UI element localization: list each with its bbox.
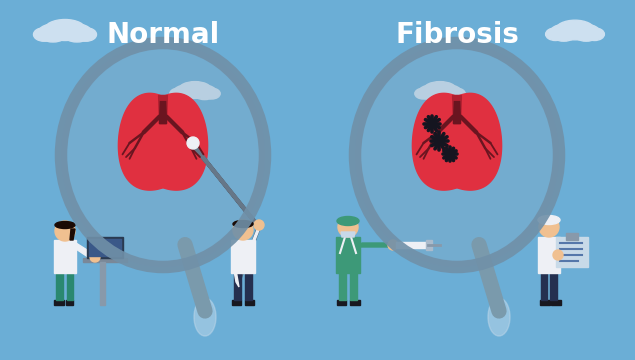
Polygon shape [89,239,121,256]
Polygon shape [540,247,558,259]
Ellipse shape [418,85,443,100]
Polygon shape [83,258,127,262]
Polygon shape [412,93,486,190]
Polygon shape [87,237,123,258]
Polygon shape [54,300,64,305]
Polygon shape [251,225,261,245]
Ellipse shape [233,220,253,228]
Polygon shape [100,262,105,305]
Ellipse shape [448,88,465,99]
Circle shape [233,220,253,240]
Polygon shape [159,102,166,123]
Ellipse shape [488,298,510,336]
Circle shape [90,252,100,262]
Polygon shape [556,237,588,267]
Ellipse shape [585,28,605,40]
Polygon shape [245,273,252,300]
Ellipse shape [170,88,187,99]
Polygon shape [566,233,578,240]
Ellipse shape [415,88,432,99]
Polygon shape [540,300,550,305]
Polygon shape [233,265,239,287]
Polygon shape [551,300,561,305]
Ellipse shape [194,298,216,336]
Circle shape [553,250,563,260]
Text: Normal: Normal [107,21,220,49]
Circle shape [55,221,75,241]
Polygon shape [538,237,560,273]
Polygon shape [232,300,241,305]
Polygon shape [358,243,394,247]
Circle shape [254,220,264,230]
Polygon shape [550,273,557,300]
Polygon shape [336,237,360,273]
Polygon shape [134,93,208,190]
Polygon shape [350,300,360,305]
Polygon shape [396,242,428,248]
Polygon shape [541,273,547,300]
Ellipse shape [173,85,197,100]
Ellipse shape [34,28,55,41]
Ellipse shape [337,216,359,225]
Polygon shape [66,300,73,305]
Polygon shape [426,240,432,250]
Ellipse shape [76,28,97,41]
Polygon shape [159,95,168,123]
Ellipse shape [62,24,92,42]
Circle shape [429,120,436,127]
Ellipse shape [192,85,217,100]
Circle shape [187,137,199,149]
Ellipse shape [61,43,265,267]
Polygon shape [453,95,462,123]
Polygon shape [231,240,255,273]
Polygon shape [428,93,502,190]
Ellipse shape [438,85,462,100]
Ellipse shape [538,216,560,225]
Circle shape [446,151,453,158]
Ellipse shape [545,28,565,40]
Circle shape [539,217,559,237]
Polygon shape [234,273,241,300]
Polygon shape [339,273,346,300]
Circle shape [388,240,398,250]
Ellipse shape [203,88,220,99]
Polygon shape [56,273,63,300]
Ellipse shape [38,24,68,42]
Polygon shape [337,300,346,305]
Polygon shape [350,273,357,300]
Polygon shape [67,273,73,300]
Polygon shape [73,243,95,259]
Polygon shape [54,240,76,273]
Ellipse shape [572,24,600,41]
Circle shape [436,138,443,145]
Circle shape [338,217,358,237]
Polygon shape [118,93,192,190]
Ellipse shape [556,20,594,40]
Ellipse shape [178,82,212,98]
Ellipse shape [550,24,578,41]
Ellipse shape [55,221,75,229]
Text: Fibrosis: Fibrosis [395,21,519,49]
Polygon shape [453,102,460,123]
Polygon shape [70,229,75,240]
Ellipse shape [44,19,86,40]
Ellipse shape [355,43,559,267]
Ellipse shape [423,82,457,98]
Polygon shape [341,232,355,237]
Polygon shape [245,300,254,305]
